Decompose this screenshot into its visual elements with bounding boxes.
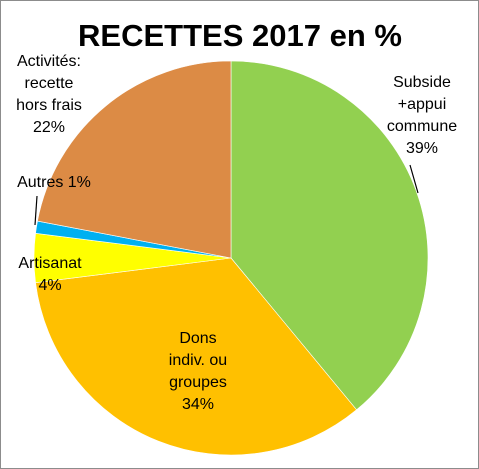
slice-label-line: groupes (169, 374, 227, 391)
slice-label-line: commune (387, 118, 457, 135)
leader-line (409, 164, 419, 194)
slice-label-line: recette (25, 75, 74, 92)
slice-label-line: +appui (398, 96, 447, 113)
slice-label: Artisanat 4% (18, 255, 82, 294)
slice-label-line: Autres 1% (17, 174, 91, 191)
leader-lines (34, 164, 419, 226)
slice-label: Activités: recette hors frais 22% (16, 53, 82, 136)
slice-label-line: Activités: (17, 53, 81, 70)
slice-label-line: 39% (406, 140, 438, 157)
slice-label: Subside +appui commune 39% (387, 74, 457, 157)
pie-slice (230, 60, 429, 411)
slice-label: Autres 1% (17, 174, 91, 191)
pie-slice (37, 60, 232, 259)
slice-label-line: hors frais (16, 97, 82, 114)
pie-slices (33, 60, 429, 456)
slice-label-line: 22% (33, 119, 65, 136)
slice-label-line: Dons (179, 330, 216, 347)
slice-label-line: Artisanat (18, 255, 82, 272)
slice-label-line: indiv. ou (169, 352, 227, 369)
slice-label-line: Subside (393, 74, 451, 91)
slice-label-line: 34% (182, 396, 214, 413)
slice-label: Dons indiv. ou groupes 34% (169, 330, 227, 413)
leader-line (34, 195, 38, 226)
pie-slice (35, 257, 357, 456)
slice-labels: Subside +appui commune 39% Dons indiv. ou grou… (16, 53, 457, 413)
chart-title: RECETTES 2017 en % (78, 18, 402, 53)
slice-label-line: 4% (38, 277, 61, 294)
